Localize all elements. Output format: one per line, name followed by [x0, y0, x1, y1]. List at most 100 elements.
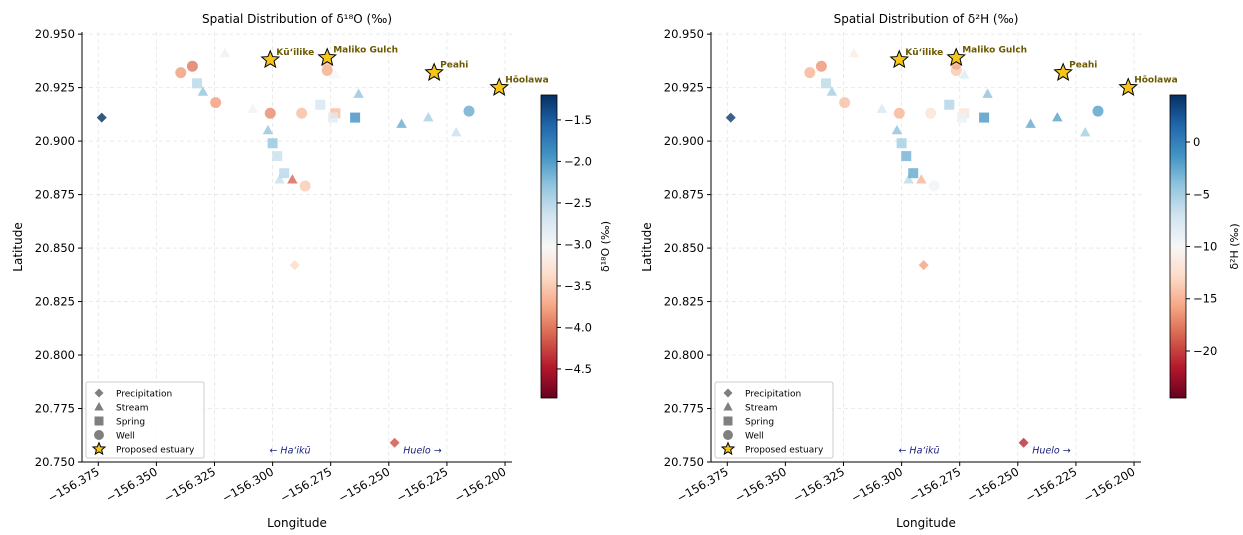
data-point-spring [350, 112, 361, 123]
y-tick-label: 20.825 [35, 295, 75, 309]
data-point-stream [876, 103, 888, 113]
y-tick-label: 20.750 [664, 455, 704, 469]
data-point-spring [267, 138, 278, 149]
data-point-stream [423, 112, 434, 122]
legend-label: Spring [745, 418, 774, 428]
x-tick-label: −156.200 [452, 464, 509, 505]
estuary-label: Hōolawa [1134, 76, 1177, 86]
legend-marker-circle [94, 430, 104, 440]
data-point-stream [287, 174, 298, 184]
chart-panel-1: Spatial Distribution of δ¹⁸O (‰) 20.750 20… [11, 12, 612, 530]
data-point-well [893, 107, 905, 119]
legend-marker-square [723, 416, 733, 426]
data-point-stream [330, 69, 341, 79]
data-point-well [815, 60, 827, 72]
y-tick-label: 20.825 [664, 295, 704, 309]
colorbar-tick-label: −2.0 [564, 154, 592, 168]
colorbar-tick-label: −10 [1193, 240, 1217, 254]
legend-label: Spring [116, 418, 145, 428]
data-point-spring [192, 78, 203, 89]
data-point-well [186, 60, 198, 72]
estuary-star-marker [1053, 62, 1073, 82]
y-tick-label: 20.900 [35, 134, 75, 148]
y-axis-label: Latitude [640, 222, 654, 271]
legend-marker-circle [723, 430, 733, 440]
data-point-precipitation [725, 112, 736, 123]
colorbar-tick-label: 0 [1193, 135, 1200, 149]
colorbar-label: δ²H (‰) [1228, 223, 1241, 269]
x-tick-label: −156.275 [907, 464, 964, 505]
direction-label: Huelo → [403, 445, 441, 456]
data-point-well [463, 105, 475, 117]
data-point-spring [272, 151, 283, 162]
estuary-star-marker [889, 49, 910, 69]
x-tick-label: −156.225 [394, 464, 451, 505]
data-point-stream [826, 86, 838, 96]
data-point-precipitation [918, 260, 929, 271]
legend-label: Well [745, 432, 764, 442]
data-point-well [1092, 105, 1104, 117]
data-point-spring [957, 112, 968, 123]
data-point-precipitation [389, 437, 400, 448]
estuary-star-marker [946, 47, 967, 67]
y-tick-label: 20.950 [664, 27, 704, 41]
colorbar [1169, 94, 1187, 399]
estuary-star-marker [317, 47, 338, 67]
direction-label: ← Ha‘ikū [898, 445, 939, 456]
x-axis-label: Longitude [267, 516, 327, 530]
y-tick-label: 20.850 [664, 241, 704, 255]
data-point-stream [197, 86, 209, 96]
data-point-spring [279, 168, 290, 179]
x-tick-label: −156.200 [1081, 464, 1138, 505]
colorbar-tick-label: −2.5 [564, 196, 592, 210]
data-point-stream [353, 88, 364, 98]
estuary-label: Hōolawa [505, 76, 548, 86]
legend-marker-diamond [723, 388, 733, 398]
data-point-well [839, 97, 851, 109]
legend-box [714, 381, 834, 459]
estuary-label: Kū‘ilike [905, 48, 943, 58]
data-point-stream [450, 127, 462, 137]
data-point-well [928, 180, 940, 192]
y-tick-label: 20.775 [35, 402, 75, 416]
data-point-spring [896, 138, 907, 149]
data-point-spring [944, 99, 955, 110]
legend-marker-diamond [94, 388, 104, 398]
x-tick-label: −156.225 [1023, 464, 1080, 505]
legend-box [85, 381, 205, 459]
data-point-spring [328, 112, 339, 123]
estuary-label: Peahi [1069, 61, 1097, 71]
data-point-stream [916, 174, 927, 184]
data-point-stream [891, 124, 903, 135]
colorbar-tick-label: −3.0 [564, 237, 592, 251]
colorbar [540, 94, 558, 399]
data-point-well [804, 67, 816, 79]
x-tick-label: −156.350 [103, 464, 160, 505]
x-tick-label: −156.250 [336, 464, 393, 505]
colorbar-label: δ¹⁸O (‰) [599, 221, 612, 272]
legend-marker-square [94, 416, 104, 426]
legend-label: Precipitation [116, 390, 172, 400]
data-point-precipitation [1018, 437, 1029, 448]
data-point-spring [315, 99, 326, 110]
estuary-star-marker [489, 77, 510, 96]
legend-marker-triangle [94, 402, 104, 411]
data-point-stream [1025, 118, 1036, 128]
direction-label: ← Ha‘ikū [269, 445, 310, 456]
data-point-spring [979, 112, 990, 123]
legend-marker-triangle [723, 402, 733, 411]
data-point-well [264, 107, 276, 119]
colorbar-tick-label: −4.5 [564, 362, 592, 376]
data-point-well [296, 107, 308, 119]
y-tick-label: 20.875 [35, 188, 75, 202]
x-tick-label: −156.375 [45, 464, 102, 505]
y-tick-label: 20.800 [35, 348, 75, 362]
direction-label: Huelo → [1032, 445, 1070, 456]
x-axis-label: Longitude [896, 516, 956, 530]
y-axis-label: Latitude [11, 222, 25, 271]
legend-label: Precipitation [745, 390, 801, 400]
data-point-stream [848, 47, 860, 58]
colorbar-tick-label: −5 [1193, 187, 1210, 201]
